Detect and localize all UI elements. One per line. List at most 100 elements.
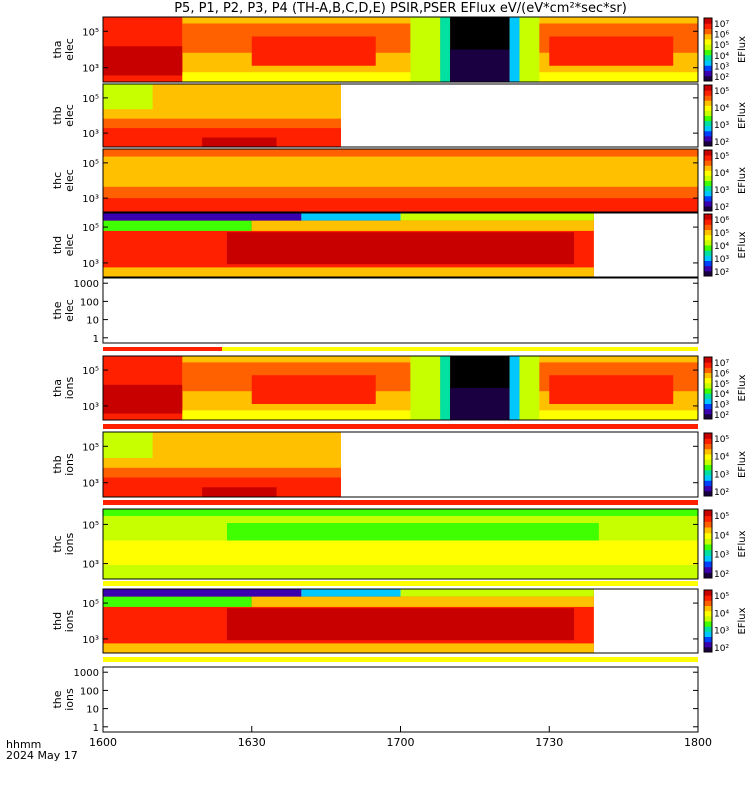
colorbar-segment <box>704 255 712 261</box>
colorbar-segment <box>704 160 712 166</box>
colorbar-segment <box>704 408 712 415</box>
colorbar-segment <box>704 75 712 82</box>
colorbar-segment <box>704 219 712 225</box>
colorbar-segment <box>704 538 712 545</box>
colorbar-segment <box>704 572 712 579</box>
colorbar-frame <box>703 589 713 653</box>
y-axis-label-species: ions <box>63 453 76 476</box>
y-tick-label: 10³ <box>82 259 99 270</box>
panel-frame <box>102 277 699 344</box>
y-axis-label-probe: thd <box>51 236 64 254</box>
colorbar-segment <box>704 443 712 450</box>
colorbar-segment <box>704 224 712 230</box>
panel-thd-ions: 10⁵ 10³ thd ions 10⁵ 10⁴ 10³ 10² EFlux <box>51 588 748 654</box>
colorbar-segment <box>704 433 712 439</box>
colorbar-tick-label: 10⁴ <box>714 104 729 114</box>
colorbar-tick-label: 10⁵ <box>714 592 729 602</box>
colorbar-segment <box>704 54 712 61</box>
colorbar-label: EFlux <box>737 102 748 129</box>
colorbar-tick-label: 10³ <box>714 551 729 561</box>
colorbar-segment <box>704 70 712 77</box>
colorbar-tick-label: 10⁶ <box>714 31 729 41</box>
status-bar-segment <box>103 347 222 351</box>
colorbar-tick-label: 10⁴ <box>714 453 729 463</box>
colorbar-tick-label: 10² <box>714 488 729 498</box>
colorbar-label: EFlux <box>737 530 748 557</box>
colorbar-segment <box>704 155 712 161</box>
colorbar-segment <box>704 135 712 142</box>
colorbar-tick-label: 10⁵ <box>714 229 729 239</box>
y-axis-label-species: elec <box>63 234 76 257</box>
panel-frame <box>102 16 699 83</box>
status-bar-segment <box>103 424 698 429</box>
colorbar-segment <box>704 521 712 528</box>
colorbar-tick-label: 10⁴ <box>714 390 729 400</box>
colorbar-segment <box>704 532 712 539</box>
figure-title: P5, P1, P2, P3, P4 (TH-A,B,C,D,E) PSIR,P… <box>174 1 627 16</box>
colorbar-segment <box>704 621 712 627</box>
y-axis-label-species: elec <box>63 299 76 322</box>
colorbar-tick-label: 10² <box>714 73 729 83</box>
y-axis-label-probe: thb <box>51 106 64 124</box>
colorbar-segment <box>704 438 712 444</box>
colorbar-segment <box>704 95 712 101</box>
colorbar-segment <box>704 180 712 187</box>
colorbar: 10⁵ 10⁴ 10³ 10² EFlux <box>703 149 748 213</box>
panel-thc-ions: 10⁵ 10³ thc ions 10⁵ 10⁴ 10³ 10² EFlux <box>51 508 748 580</box>
colorbar-segment <box>704 18 712 24</box>
colorbar-segment <box>704 33 712 40</box>
y-tick-label: 10 <box>86 705 99 716</box>
y-tick-label: 1000 <box>74 668 99 679</box>
y-tick-label: 10⁵ <box>82 94 99 105</box>
colorbar-segment <box>704 626 712 632</box>
colorbar-segment <box>704 372 712 379</box>
colorbar-tick-label: 10⁷ <box>714 359 729 369</box>
colorbar-frame <box>703 356 713 420</box>
colorbar-segment <box>704 175 712 181</box>
y-axis-label-probe: tha <box>51 379 64 397</box>
colorbar-segment <box>704 605 712 612</box>
colorbar-segment <box>704 165 712 171</box>
colorbar-tick-label: 10³ <box>714 255 729 265</box>
colorbar-tick-label: 10² <box>714 268 729 278</box>
colorbar-tick-label: 10⁶ <box>714 216 729 226</box>
x-tick-label: 1630 <box>238 736 266 749</box>
panel-the-ions: 1000 100 10 1 the ions <box>51 666 699 734</box>
colorbar-tick-label: 10³ <box>714 62 729 72</box>
colorbar-segment <box>704 469 712 476</box>
colorbar-segment <box>704 382 712 389</box>
status-bar-segment <box>103 581 698 586</box>
colorbar-segment <box>704 90 712 96</box>
colorbar-tick-label: 10² <box>714 570 729 580</box>
colorbar-segment <box>704 398 712 404</box>
y-tick-label: 1000 <box>74 279 99 290</box>
colorbar-segment <box>704 205 712 212</box>
colorbar-label: EFlux <box>737 167 748 194</box>
colorbar-segment <box>704 566 712 573</box>
colorbar-frame <box>703 213 713 277</box>
y-axis-label-species: ions <box>63 609 76 632</box>
y-axis-label-probe: thc <box>51 172 64 189</box>
y-tick-label: 10⁵ <box>82 223 99 234</box>
y-axis-label-probe: the <box>51 301 64 319</box>
colorbar-label: EFlux <box>737 231 748 258</box>
colorbar-segment <box>704 115 712 122</box>
y-tick-label: 10³ <box>82 635 99 646</box>
panel-frame <box>102 431 699 498</box>
colorbar-tick-label: 10² <box>714 644 729 654</box>
panel-frame <box>102 83 699 148</box>
colorbar-segment <box>704 615 712 622</box>
colorbar-segment <box>704 49 712 56</box>
colorbar-segment <box>704 170 712 176</box>
y-axis-label-probe: the <box>51 690 64 708</box>
colorbar-frame <box>703 84 713 147</box>
panel-frame <box>102 355 699 421</box>
y-axis-label-species: ions <box>63 376 76 399</box>
y-axis-label-probe: thb <box>51 455 64 473</box>
colorbar-tick-label: 10² <box>714 203 729 213</box>
y-axis-label-species: elec <box>63 104 76 127</box>
